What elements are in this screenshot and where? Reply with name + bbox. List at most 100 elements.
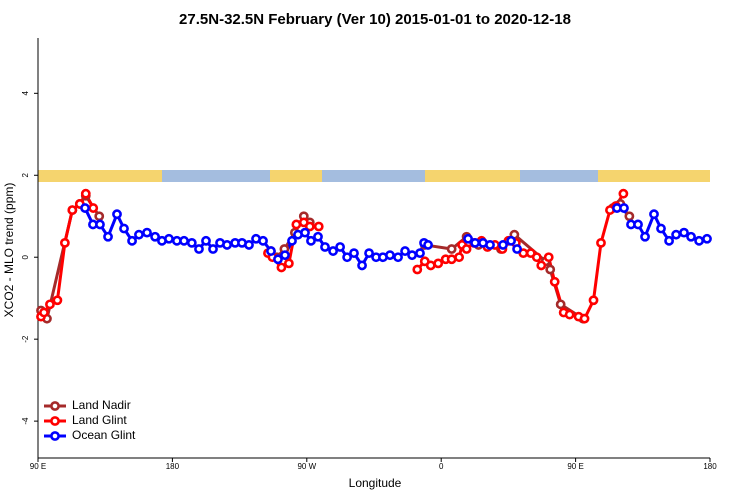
data-point xyxy=(80,203,90,213)
data-point xyxy=(423,240,433,250)
y-tick-label: 0 xyxy=(21,254,30,259)
data-point xyxy=(304,221,315,232)
data-point xyxy=(179,235,189,246)
y-axis-label: XCO2 - MLO trend (ppm) xyxy=(2,183,16,318)
ocean-band xyxy=(38,170,710,182)
data-point xyxy=(463,233,473,244)
x-tick-label: 90 W xyxy=(297,462,316,471)
data-point xyxy=(320,242,330,252)
data-point xyxy=(664,235,674,246)
data-point xyxy=(470,237,480,248)
y-tick-label: 4 xyxy=(21,91,30,96)
data-point xyxy=(656,223,666,234)
data-point xyxy=(393,252,403,263)
data-point xyxy=(686,231,696,242)
data-point xyxy=(536,260,547,271)
data-point xyxy=(313,221,324,232)
data-point xyxy=(287,235,297,246)
data-point xyxy=(454,252,465,263)
data-point xyxy=(579,313,590,324)
data-point xyxy=(702,233,712,244)
legend-label: Ocean Glint xyxy=(72,428,136,442)
data-point xyxy=(67,205,78,215)
x-axis-label: Longitude xyxy=(349,476,402,490)
data-point xyxy=(134,229,144,240)
data-point xyxy=(276,262,287,273)
data-point xyxy=(335,242,346,252)
legend-marker xyxy=(50,431,60,441)
data-point xyxy=(498,240,508,250)
data-point xyxy=(446,244,457,254)
data-point xyxy=(306,235,316,246)
data-point xyxy=(506,235,516,246)
data-point xyxy=(266,246,276,256)
legend-label: Land Glint xyxy=(72,413,127,427)
data-point xyxy=(342,252,353,263)
data-point xyxy=(291,219,302,230)
data-point xyxy=(258,235,268,246)
data-point xyxy=(545,264,556,275)
data-point xyxy=(208,244,218,254)
data-point xyxy=(412,264,423,275)
data-point xyxy=(425,260,436,271)
data-point xyxy=(127,235,137,246)
x-tick-label: 90 E xyxy=(567,462,583,471)
data-point xyxy=(415,248,425,259)
data-point xyxy=(150,231,160,242)
data-point xyxy=(59,237,70,248)
data-point xyxy=(94,211,105,222)
data-point xyxy=(280,250,290,261)
data-point xyxy=(313,231,323,242)
data-point xyxy=(618,188,629,199)
data-point xyxy=(649,209,659,220)
data-point xyxy=(119,223,129,234)
map-strip xyxy=(38,170,710,182)
data-point xyxy=(222,240,232,250)
data-point xyxy=(694,235,704,246)
data-point xyxy=(564,309,575,320)
x-tick-label: 90 E xyxy=(30,462,46,471)
data-point xyxy=(671,229,682,240)
data-point xyxy=(640,231,650,242)
data-point xyxy=(624,211,635,222)
chart-title: 27.5N-32.5N February (Ver 10) 2015-01-01… xyxy=(179,11,571,28)
data-point xyxy=(194,244,204,254)
data-point xyxy=(461,244,472,254)
data-point xyxy=(446,254,457,265)
data-point xyxy=(588,295,599,306)
legend-marker xyxy=(50,416,60,426)
land-band xyxy=(38,170,162,182)
data-point xyxy=(164,233,174,244)
data-point xyxy=(364,248,374,259)
legend-label: Land Nadir xyxy=(72,398,131,412)
data-point xyxy=(543,252,554,263)
data-point xyxy=(328,246,338,256)
data-point xyxy=(349,248,359,259)
data-point xyxy=(142,227,152,238)
data-point xyxy=(39,307,49,318)
data-point xyxy=(273,254,283,265)
data-point xyxy=(679,227,689,238)
data-point xyxy=(300,227,310,238)
data-point xyxy=(619,203,629,213)
data-point xyxy=(186,237,197,248)
y-tick-label: 2 xyxy=(21,172,30,177)
data-point xyxy=(95,219,105,230)
data-point xyxy=(80,188,91,199)
data-point xyxy=(407,250,417,261)
data-point xyxy=(103,231,113,242)
y-tick-label: -2 xyxy=(21,335,30,343)
data-point xyxy=(512,244,522,254)
land-band xyxy=(270,170,322,182)
data-point xyxy=(596,237,606,248)
data-point xyxy=(485,240,495,250)
x-tick-label: 180 xyxy=(166,462,180,471)
x-tick-label: 180 xyxy=(703,462,717,471)
land-band xyxy=(425,170,520,182)
data-point xyxy=(45,299,55,310)
y-tick-label: -4 xyxy=(21,417,30,425)
data-point xyxy=(433,258,444,269)
data-point xyxy=(52,295,63,306)
